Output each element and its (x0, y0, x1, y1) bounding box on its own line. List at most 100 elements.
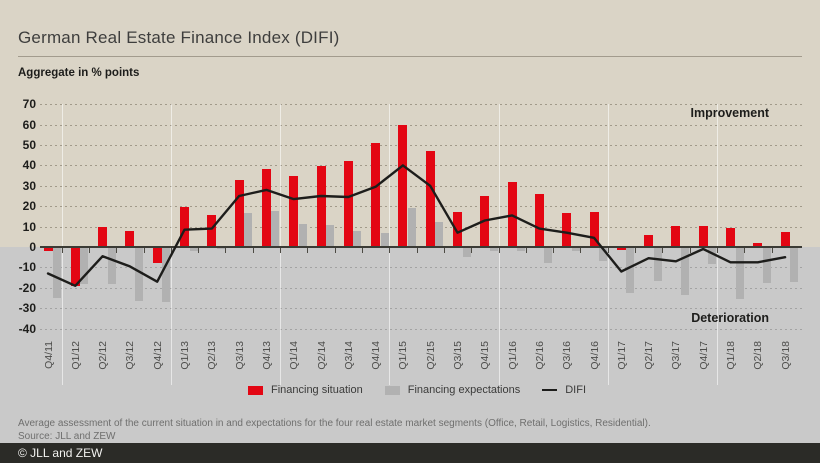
bar-financing-expectations (298, 223, 307, 247)
legend-label: DIFI (565, 384, 587, 396)
bar-financing-situation (289, 175, 299, 247)
bar-financing-situation (453, 212, 462, 247)
y-axis-label: -10 (18, 260, 36, 275)
year-separator (389, 104, 391, 385)
chart-title: German Real Estate Finance Index (DIFI) (18, 28, 340, 47)
y-axis-label: -30 (18, 301, 36, 316)
bar-financing-situation (726, 227, 735, 247)
bar-financing-expectations (189, 247, 198, 252)
zero-axis-line (40, 246, 802, 248)
bar-financing-expectations (599, 247, 607, 262)
bar-financing-situation (43, 247, 53, 252)
axis-tick (362, 248, 363, 253)
axis-tick (334, 248, 336, 253)
gridline (40, 328, 802, 330)
y-axis-label: 40 (22, 158, 36, 173)
bar-financing-expectations (107, 247, 116, 284)
bar-financing-expectations (353, 230, 362, 247)
axis-tick (198, 248, 200, 253)
axis-tick (61, 248, 63, 253)
bar-financing-expectations (653, 247, 662, 281)
bar-financing-expectations (244, 213, 253, 247)
axis-tick (662, 248, 664, 253)
bar-financing-situation (671, 225, 681, 247)
bar-financing-situation (562, 213, 572, 247)
bar-financing-situation (753, 242, 763, 247)
bar-financing-situation (780, 231, 790, 247)
gridline (40, 185, 802, 187)
bar-financing-expectations (544, 247, 553, 264)
axis-tick (389, 248, 391, 253)
bar-financing-situation (316, 166, 326, 247)
legend: Financing situation Financing expectation… (0, 384, 820, 396)
bar-financing-situation (70, 247, 80, 286)
axis-tick (471, 248, 473, 253)
axis-tick (225, 248, 227, 253)
gridline (40, 124, 802, 126)
bar-financing-situation (616, 247, 626, 251)
bar-financing-expectations (80, 247, 89, 284)
bar-financing-situation (644, 234, 654, 247)
improvement-label: Improvement (690, 106, 770, 120)
axis-tick (88, 248, 90, 253)
title-divider (18, 56, 802, 57)
bar-financing-situation (534, 194, 544, 247)
axis-tick (252, 248, 254, 253)
copyright-bar: © JLL and ZEW (0, 443, 820, 463)
legend-label: Financing situation (270, 384, 363, 396)
bar-financing-situation (152, 247, 162, 264)
gridline (40, 104, 802, 106)
y-axis-label: 50 (22, 138, 36, 152)
legend-square-swatch (384, 385, 400, 395)
gridline (40, 226, 802, 228)
bar-financing-expectations (680, 247, 689, 295)
bar-financing-expectations (380, 232, 389, 247)
bar-financing-expectations (462, 247, 471, 258)
year-separator (61, 104, 63, 385)
bar-financing-expectations (271, 211, 280, 247)
gridline (40, 165, 802, 167)
year-separator (498, 104, 500, 385)
legend-square-swatch (247, 385, 263, 395)
bar-financing-expectations (326, 224, 334, 247)
bar-financing-expectations (790, 247, 799, 282)
bar-financing-situation (261, 168, 271, 247)
axis-tick (525, 248, 527, 253)
bar-financing-situation (589, 212, 599, 247)
bar-financing-situation (398, 124, 408, 247)
bar-financing-expectations (571, 247, 580, 252)
bar-financing-expectations (517, 247, 526, 252)
bar-financing-situation (98, 226, 108, 247)
axis-tick (580, 248, 582, 253)
gridline (40, 145, 802, 146)
axis-unit-label: Aggregate in % points (18, 67, 140, 79)
y-axis-label: 0 (29, 240, 36, 254)
bar-financing-expectations (162, 247, 171, 303)
bar-financing-expectations (735, 247, 744, 299)
year-separator (280, 104, 282, 385)
bar-financing-situation (207, 215, 217, 247)
axis-tick (143, 248, 145, 253)
bar-financing-situation (698, 225, 708, 247)
legend-item-financing-situation: Financing situation (247, 384, 363, 396)
axis-tick (771, 248, 773, 253)
axis-tick (116, 248, 118, 253)
axis-tick (607, 248, 609, 253)
y-axis-label: 70 (22, 97, 36, 112)
year-separator (607, 104, 609, 385)
y-axis-label: 20 (22, 199, 36, 214)
bar-financing-expectations (626, 247, 635, 293)
axis-tick (416, 248, 418, 253)
bar-financing-expectations (435, 221, 444, 247)
y-axis-label: 10 (22, 219, 36, 234)
axis-tick (170, 248, 172, 253)
deterioration-label: Deterioration (691, 311, 769, 325)
bar-financing-situation (425, 151, 435, 247)
y-axis-label: -40 (18, 321, 36, 336)
y-axis-label: 60 (22, 117, 36, 132)
axis-tick (744, 248, 746, 253)
y-axis-label: -20 (18, 280, 36, 295)
gridline (40, 206, 802, 208)
